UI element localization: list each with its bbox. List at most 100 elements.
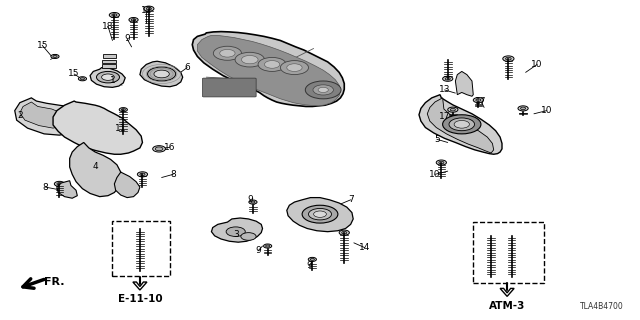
Polygon shape [287, 197, 353, 232]
Circle shape [97, 71, 120, 83]
Text: 8: 8 [170, 170, 176, 179]
Text: 12: 12 [141, 6, 152, 15]
Circle shape [121, 108, 125, 111]
Text: TLA4B4700: TLA4B4700 [580, 302, 623, 311]
Text: 3: 3 [233, 230, 239, 239]
Bar [113, 220, 170, 276]
Polygon shape [70, 142, 122, 197]
Text: 9: 9 [247, 195, 253, 204]
Text: 10: 10 [541, 106, 552, 115]
Text: ATM-3: ATM-3 [489, 300, 525, 310]
Circle shape [339, 230, 349, 235]
Text: 15: 15 [68, 69, 80, 78]
Text: 14: 14 [359, 243, 371, 252]
Polygon shape [500, 288, 514, 296]
Circle shape [476, 99, 481, 101]
Text: 15: 15 [36, 41, 48, 50]
Polygon shape [57, 181, 77, 198]
Polygon shape [456, 71, 473, 96]
Text: 10: 10 [429, 170, 441, 179]
Text: 9: 9 [255, 246, 261, 255]
Circle shape [220, 50, 235, 57]
Polygon shape [90, 68, 125, 87]
Circle shape [102, 74, 115, 80]
Circle shape [54, 181, 65, 187]
Bar [103, 54, 116, 58]
Text: 11: 11 [115, 124, 127, 132]
Polygon shape [140, 61, 182, 87]
Circle shape [518, 106, 528, 111]
Polygon shape [133, 282, 147, 290]
Polygon shape [53, 101, 143, 154]
Text: FR.: FR. [44, 277, 65, 287]
Text: 17: 17 [475, 97, 486, 106]
Text: 1: 1 [109, 76, 115, 85]
Text: 8: 8 [42, 183, 48, 192]
Text: 17: 17 [439, 113, 451, 122]
Circle shape [302, 205, 338, 223]
Circle shape [258, 57, 286, 71]
Circle shape [266, 245, 269, 247]
Circle shape [451, 108, 456, 111]
Circle shape [454, 121, 469, 128]
Bar [102, 60, 116, 63]
Circle shape [148, 67, 175, 81]
Circle shape [235, 52, 264, 67]
Circle shape [153, 146, 166, 152]
Text: 5: 5 [434, 135, 440, 144]
FancyBboxPatch shape [202, 78, 256, 97]
Circle shape [249, 200, 257, 204]
Text: 4: 4 [92, 162, 98, 171]
Circle shape [308, 257, 316, 261]
Circle shape [264, 60, 280, 68]
Circle shape [251, 201, 255, 203]
Text: 6: 6 [184, 63, 190, 72]
Circle shape [140, 173, 145, 176]
Circle shape [147, 7, 152, 10]
Circle shape [226, 227, 245, 236]
Circle shape [57, 183, 62, 185]
Polygon shape [197, 36, 340, 106]
Circle shape [241, 233, 256, 240]
Circle shape [144, 6, 154, 11]
Circle shape [313, 85, 333, 95]
Polygon shape [211, 218, 262, 242]
Text: 2: 2 [17, 111, 22, 120]
Circle shape [280, 60, 308, 75]
Text: 18: 18 [102, 22, 114, 31]
Circle shape [436, 160, 447, 165]
Circle shape [241, 55, 258, 64]
Polygon shape [428, 98, 493, 153]
Circle shape [449, 118, 474, 131]
Circle shape [213, 46, 241, 60]
Circle shape [445, 77, 451, 80]
Circle shape [342, 231, 347, 234]
Circle shape [112, 14, 117, 16]
Polygon shape [20, 102, 68, 128]
Circle shape [308, 208, 332, 220]
Text: E-11-10: E-11-10 [118, 294, 162, 304]
Circle shape [443, 76, 453, 81]
Bar [473, 222, 543, 283]
Circle shape [473, 98, 483, 103]
Circle shape [138, 172, 148, 177]
Circle shape [318, 87, 328, 92]
Text: 9: 9 [124, 35, 130, 44]
Circle shape [53, 55, 57, 58]
Circle shape [129, 18, 138, 22]
Circle shape [305, 81, 341, 99]
Text: 7: 7 [348, 195, 353, 204]
Polygon shape [419, 95, 502, 154]
Text: 13: 13 [439, 85, 451, 94]
Circle shape [154, 70, 170, 78]
Circle shape [310, 258, 314, 260]
Circle shape [314, 211, 326, 217]
Circle shape [448, 107, 458, 112]
Circle shape [506, 57, 511, 60]
Circle shape [81, 78, 84, 80]
Circle shape [503, 56, 514, 61]
Circle shape [520, 107, 525, 110]
Bar [102, 64, 116, 68]
Text: 9: 9 [307, 261, 312, 270]
Circle shape [78, 77, 86, 81]
